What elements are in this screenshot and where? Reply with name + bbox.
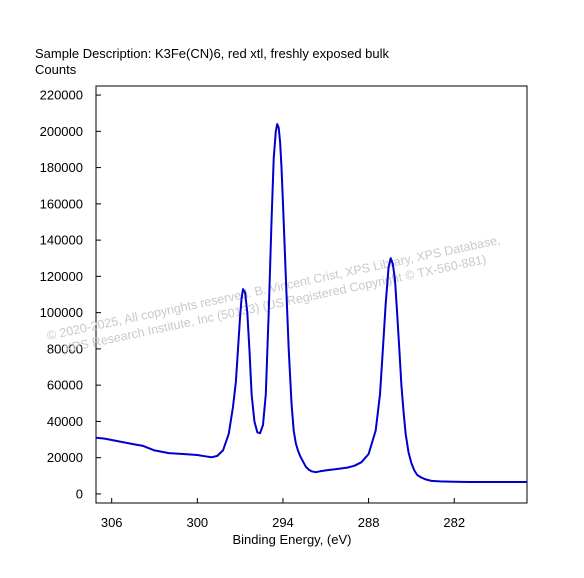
y-axis-label: Counts (35, 62, 77, 77)
watermark: © 2020-2025, All copyrights reserved. B.… (46, 233, 502, 356)
chart-title: Sample Description: K3Fe(CN)6, red xtl, … (35, 46, 390, 61)
y-tick-label: 160000 (40, 196, 83, 211)
x-axis-label: Binding Energy, (eV) (232, 532, 352, 547)
watermark-line-2: XPS Research Institute, Inc (50133) (US … (63, 252, 488, 355)
y-tick-label: 0 (76, 486, 83, 501)
x-axis-ticks: 306 300 294 288 282 (101, 498, 465, 530)
series-line (95, 123, 527, 483)
y-tick-label: 180000 (40, 160, 83, 175)
y-tick-label: 20000 (47, 450, 83, 465)
x-tick-label: 282 (443, 515, 465, 530)
x-tick-label: 306 (101, 515, 123, 530)
y-tick-label: 140000 (40, 233, 83, 248)
x-tick-label: 294 (272, 515, 294, 530)
y-tick-label: 60000 (47, 378, 83, 393)
y-tick-label: 120000 (40, 269, 83, 284)
watermark-line-1: © 2020-2025, All copyrights reserved. B.… (46, 233, 502, 343)
plot-frame (95, 85, 528, 504)
x-tick-label: 288 (358, 515, 380, 530)
x-tick-label: 300 (186, 515, 208, 530)
y-tick-label: 100000 (40, 305, 83, 320)
y-tick-label: 220000 (40, 88, 83, 103)
y-tick-label: 200000 (40, 124, 83, 139)
y-tick-label: 40000 (47, 414, 83, 429)
y-tick-label: 80000 (47, 341, 83, 356)
y-axis-ticks: 0 20000 40000 60000 80000 100000 120000 140000 1… (40, 88, 101, 501)
